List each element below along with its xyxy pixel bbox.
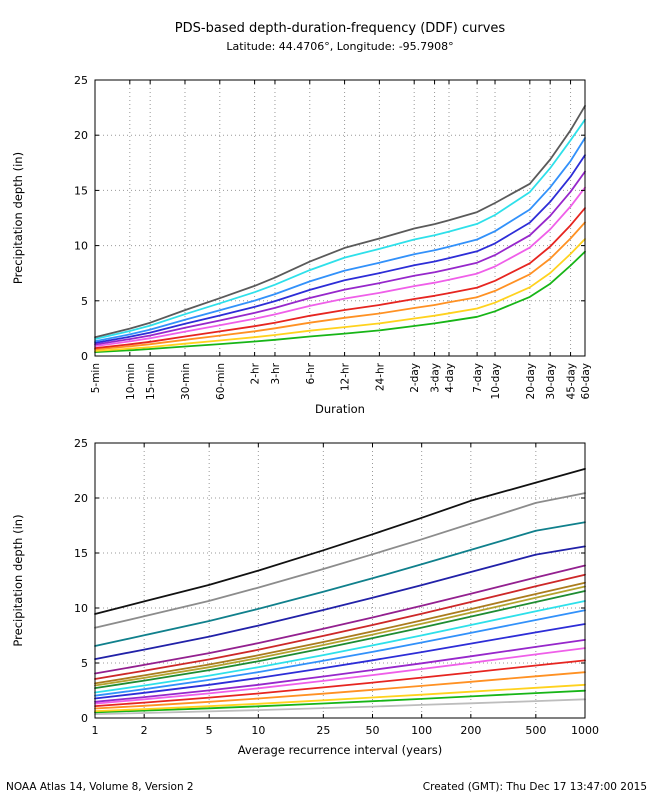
- ytick-label: 15: [74, 184, 88, 197]
- x-axis-title: Average recurrence interval (years): [238, 743, 443, 757]
- xtick-label: 1: [92, 724, 99, 737]
- ari-curve-2-day: [94, 590, 586, 689]
- xtick-label: 30-day: [545, 363, 557, 399]
- xtick-label: 10-day: [490, 363, 502, 399]
- duration-curve-500-yr: [94, 118, 586, 340]
- ari-curve-7-day: [94, 573, 586, 680]
- footer-created-label: Created (GMT): Thu Dec 17 13:47:00 2015: [422, 781, 647, 793]
- ari-curve-15-min: [94, 683, 586, 712]
- y-axis-title: Precipitation depth (in): [11, 514, 25, 646]
- xtick-label: 50: [365, 724, 379, 737]
- duration-chart: 0 5 10 15 20 25 5-min 10-min 15-min 30-min 60-min 2…: [11, 74, 592, 416]
- ari-curve-30-day: [94, 521, 586, 647]
- xtick-label: 5: [206, 724, 213, 737]
- xtick-label: 12-hr: [340, 362, 352, 391]
- ari-curve-3-day: [94, 585, 586, 687]
- duration-curve-1-yr: [94, 250, 586, 354]
- xtick-label: 25: [316, 724, 330, 737]
- ari-curve-4-day: [94, 581, 586, 685]
- duration-curve-2-yr: [94, 238, 586, 352]
- xtick-label: 4-day: [444, 363, 456, 393]
- xtick-label: 500: [525, 724, 546, 737]
- x-axis-title: Duration: [315, 402, 365, 416]
- xtick-label: 60-day: [580, 363, 592, 399]
- xtick-label: 30-min: [180, 363, 192, 400]
- duration-axes-box: [94, 79, 586, 357]
- ytick-label: 20: [74, 492, 88, 505]
- ari-curve-5-min: [94, 698, 586, 715]
- duration-curve-25-yr: [94, 186, 586, 348]
- xtick-label: 45-day: [566, 363, 578, 399]
- ari-curve-45-day: [94, 492, 586, 629]
- ytick-label: 5: [81, 295, 88, 308]
- ari-curve-6-hr: [94, 623, 586, 700]
- ytick-label: 25: [74, 437, 88, 450]
- xtick-label: 2-day: [409, 363, 421, 393]
- ari-curve-3-hr: [94, 639, 586, 703]
- ari-axes-box: [94, 442, 586, 719]
- xtick-label: 1000: [571, 724, 599, 737]
- xtick-label: 2-hr: [250, 362, 262, 384]
- duration-grid: [94, 80, 586, 356]
- ytick-label: 0: [81, 350, 88, 363]
- xtick-label: 10-min: [125, 363, 137, 400]
- xtick-label: 3-day: [430, 363, 442, 393]
- xtick-label: 10: [251, 724, 265, 737]
- xtick-label: 7-day: [472, 363, 484, 393]
- ari-curve-30-min: [94, 671, 586, 710]
- ari-curve-60-min: [94, 659, 586, 707]
- xtick-label: 6-hr: [305, 362, 317, 384]
- ari-curve-20-day: [94, 545, 586, 660]
- xtick-label: 100: [411, 724, 432, 737]
- ytick-label: 15: [74, 547, 88, 560]
- figure-title: PDS-based depth-duration-frequency (DDF)…: [174, 21, 506, 36]
- ytick-label: 10: [74, 602, 88, 615]
- duration-curve-100-yr: [94, 154, 586, 344]
- duration-series: [94, 105, 586, 354]
- figure-subtitle: Latitude: 44.4706°, Longitude: -95.7908°: [226, 40, 454, 53]
- ari-curve-10-min: [94, 689, 586, 714]
- ari-series: [94, 467, 586, 715]
- duration-curve-5-yr: [94, 221, 586, 351]
- xtick-label: 24-hr: [374, 362, 386, 391]
- duration-curve-1000-yr: [94, 105, 586, 339]
- ari-curve-2-hr: [94, 647, 586, 705]
- xtick-label: 15-min: [145, 363, 157, 400]
- ari-curve-10-day: [94, 564, 586, 675]
- duration-curve-50-yr: [94, 170, 586, 346]
- duration-labels: 0 5 10 15 20 25 5-min 10-min 15-min 30-min 60-min 2…: [11, 74, 592, 416]
- xtick-label: 20-day: [525, 363, 537, 399]
- ytick-label: 0: [81, 712, 88, 725]
- xtick-label: 5-min: [90, 363, 102, 393]
- xtick-label: 200: [460, 724, 481, 737]
- ytick-label: 20: [74, 129, 88, 142]
- ari-curve-60-day: [94, 467, 586, 615]
- y-axis-title: Precipitation depth (in): [11, 152, 25, 284]
- ytick-label: 5: [81, 657, 88, 670]
- duration-frame: [94, 79, 586, 357]
- ari-frame: [94, 442, 586, 719]
- xtick-label: 3-hr: [270, 362, 282, 384]
- xtick-label: 60-min: [215, 363, 227, 400]
- duration-curve-200-yr: [94, 137, 586, 343]
- footer-source-label: NOAA Atlas 14, Volume 8, Version 2: [6, 781, 194, 793]
- ari-grid: [94, 443, 586, 718]
- ytick-label: 25: [74, 74, 88, 87]
- ari-curve-24-hr: [94, 600, 586, 694]
- ari-curve-12-hr: [94, 609, 586, 697]
- duration-curve-10-yr: [94, 207, 586, 350]
- ytick-label: 10: [74, 240, 88, 253]
- xtick-label: 2: [141, 724, 148, 737]
